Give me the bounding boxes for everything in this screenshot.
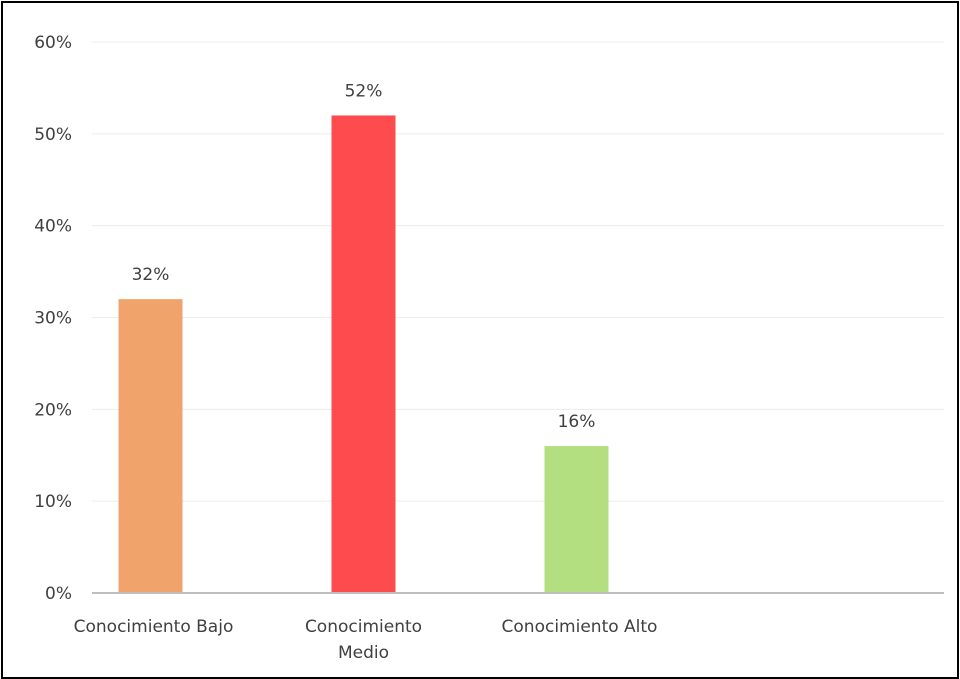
y-tick-label: 0% [45,584,72,604]
x-category-label: Conocimiento Alto [502,617,658,637]
y-tick-label: 10% [34,492,72,512]
data-labels: 32% 52% 16% [132,81,596,432]
x-category-label: Medio [338,643,389,663]
y-tick-label: 40% [34,217,72,237]
y-tick-label: 60% [34,33,72,53]
bars [118,115,609,593]
bar [118,299,183,593]
y-axis-tick-labels: 0% 10% 20% 30% 40% 50% 60% [34,33,72,604]
bar [544,446,609,593]
y-tick-label: 50% [34,125,72,145]
x-category-label: Conocimiento [305,617,422,637]
y-tick-label: 20% [34,400,72,420]
data-label: 16% [558,412,596,432]
bar [331,115,396,593]
x-axis-category-labels: Conocimiento Bajo Conocimiento Medio Conoci… [74,617,658,663]
y-tick-label: 30% [34,309,72,329]
data-label: 32% [132,265,170,285]
data-label: 52% [345,81,383,101]
x-category-label: Conocimiento Bajo [74,617,234,637]
gridlines [92,41,944,502]
